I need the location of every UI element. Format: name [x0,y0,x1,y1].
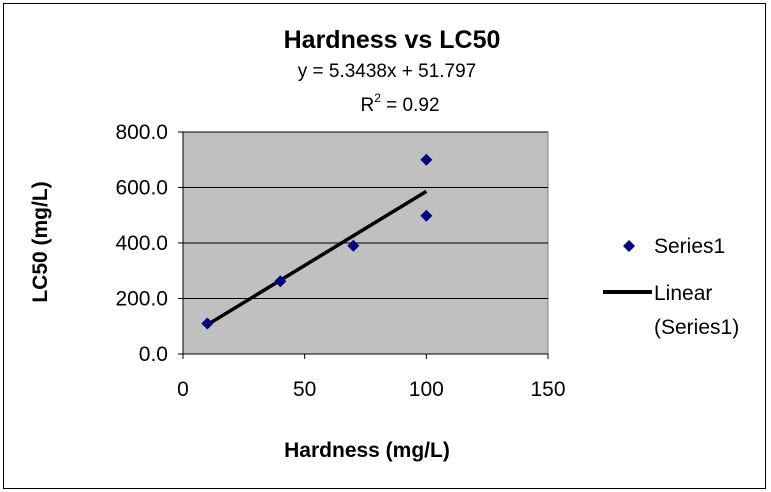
x-tick-label: 100 [409,378,444,401]
chart-frame: 0.0 200.0 400.0 600.0 800.0 0 50 100 150 Hardnes… [3,3,766,489]
y-axis-label: LC50 (mg/L) [29,181,52,302]
x-tick-label: 150 [530,378,565,401]
chart-svg: 0.0 200.0 400.0 600.0 800.0 0 50 100 150 Hardnes… [29,26,739,462]
r2-prefix: R [360,95,374,116]
y-tick-label: 600.0 [115,177,168,200]
x-tick-label: 50 [293,378,316,401]
y-tick-label: 0.0 [139,343,168,366]
x-tick-label: 0 [177,378,189,401]
legend-series1-marker [623,240,635,252]
x-axis-label: Hardness (mg/L) [284,439,450,462]
trendline-equation: y = 5.3438x + 51.797 [298,61,477,82]
trendline [206,189,428,327]
data-point [420,209,433,222]
y-tick-label: 400.0 [115,232,168,255]
data-point [201,317,214,330]
chart-title: Hardness vs LC50 [284,26,501,54]
legend-trendline-label-line1: Linear [654,282,712,305]
legend: Series1 Linear (Series1) [603,235,739,339]
y-tick-label: 800.0 [115,121,168,144]
data-point [274,275,287,288]
legend-series1-label: Series1 [654,235,725,258]
y-tick-label: 200.0 [115,288,168,311]
legend-trendline-label-line2: (Series1) [654,316,739,339]
data-point [347,239,360,252]
r2-value: = 0.92 [381,95,440,116]
data-point [420,153,433,166]
trendline-r-squared: R2 = 0.92 [360,91,439,116]
r2-exponent: 2 [374,91,381,105]
